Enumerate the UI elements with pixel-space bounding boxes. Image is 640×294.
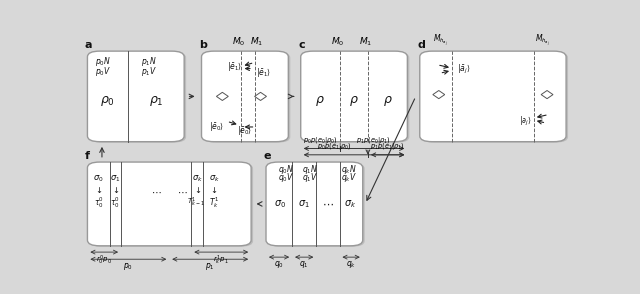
Text: $\cdots$: $\cdots$ [177,186,188,196]
Text: $p_1 V$: $p_1 V$ [141,65,157,78]
Text: $\cdots$: $\cdots$ [322,199,334,209]
Polygon shape [255,92,266,101]
Text: $\sigma_1$: $\sigma_1$ [110,173,120,184]
Text: $r_0^0 p_0$: $r_0^0 p_0$ [96,254,112,267]
Text: $\tau_0^0$: $\tau_0^0$ [93,195,104,210]
Text: $M_1$: $M_1$ [359,35,372,48]
Text: $q_k V$: $q_k V$ [342,171,357,184]
Text: $M_0$: $M_0$ [332,35,345,48]
FancyBboxPatch shape [88,51,184,142]
Text: $\rho$: $\rho$ [383,94,393,108]
Text: $q_0$: $q_0$ [274,259,284,270]
FancyBboxPatch shape [202,51,288,142]
Text: $M_1$: $M_1$ [250,35,263,48]
Text: $\sigma_k$: $\sigma_k$ [191,173,202,184]
Text: $q_1 V$: $q_1 V$ [302,171,318,184]
Text: $M_{h_{a_j}}$: $M_{h_{a_j}}$ [535,32,550,48]
FancyBboxPatch shape [422,52,568,143]
Text: $p_0p(e_0|\rho_0)$: $p_0p(e_0|\rho_0)$ [303,135,338,146]
Text: $\rho_0$: $\rho_0$ [100,94,115,108]
Text: $q_k$: $q_k$ [346,259,356,270]
Text: $\sigma_k$: $\sigma_k$ [344,198,356,210]
Text: $\sigma_k$: $\sigma_k$ [209,173,220,184]
Text: $p_0p(e_1|\rho_0)$: $p_0p(e_1|\rho_0)$ [317,141,352,152]
Text: $p_1p(e_0|\rho_1)$: $p_1p(e_0|\rho_1)$ [356,135,391,146]
Polygon shape [433,91,445,99]
Text: $\downarrow$: $\downarrow$ [193,185,202,195]
FancyBboxPatch shape [204,52,291,143]
Text: $|\partial_j\rangle$: $|\partial_j\rangle$ [519,115,531,128]
Text: $q_0 N$: $q_0 N$ [278,163,294,176]
Text: c: c [298,40,305,50]
Text: $r_k^1 p_1$: $r_k^1 p_1$ [213,254,229,267]
FancyBboxPatch shape [90,163,253,247]
Text: $q_k N$: $q_k N$ [342,163,357,176]
Text: $\sigma_0$: $\sigma_0$ [93,173,104,184]
Text: b: b [199,40,207,50]
Text: $\sigma_0$: $\sigma_0$ [273,198,285,210]
Text: $\tau_0^0$: $\tau_0^0$ [110,195,120,210]
FancyBboxPatch shape [266,162,363,246]
Text: e: e [264,151,271,161]
Text: $|\bar{e}_0\rangle$: $|\bar{e}_0\rangle$ [237,124,253,137]
FancyBboxPatch shape [88,162,251,246]
Text: $M_0$: $M_0$ [232,35,246,48]
Text: $\rho$: $\rho$ [349,94,359,108]
Text: $\downarrow$: $\downarrow$ [111,185,120,195]
Polygon shape [216,92,228,101]
Text: f: f [85,151,90,161]
FancyBboxPatch shape [420,51,566,142]
Text: $p_0$: $p_0$ [124,261,133,272]
Text: $p_1 N$: $p_1 N$ [141,56,157,69]
Text: $q_1 N$: $q_1 N$ [302,163,318,176]
Text: $\rho_1$: $\rho_1$ [148,94,163,108]
Text: $\rho$: $\rho$ [315,94,325,108]
Text: $T_{k-1}^1$: $T_{k-1}^1$ [187,196,204,209]
Text: $|\bar{e}_1\rangle$: $|\bar{e}_1\rangle$ [227,60,242,73]
Text: $p_0 N$: $p_0 N$ [95,56,111,69]
Text: $T_k^1$: $T_k^1$ [209,195,219,210]
Text: $|\bar{a}_j\rangle$: $|\bar{a}_j\rangle$ [457,63,470,76]
FancyBboxPatch shape [90,52,186,143]
Text: $\cdots$: $\cdots$ [151,186,161,196]
Text: d: d [417,40,425,50]
Text: $|\bar{e}_1\rangle$: $|\bar{e}_1\rangle$ [257,66,271,79]
Text: $\downarrow$: $\downarrow$ [94,185,103,195]
Text: $|\bar{e}_0\rangle$: $|\bar{e}_0\rangle$ [209,120,224,133]
FancyBboxPatch shape [303,52,410,143]
Polygon shape [541,91,553,99]
Text: $M_{h_{a_j}}$: $M_{h_{a_j}}$ [433,32,448,48]
Text: $\sigma_1$: $\sigma_1$ [298,198,310,210]
Text: $q_1$: $q_1$ [300,259,309,270]
FancyBboxPatch shape [301,51,408,142]
Text: $q_0 V$: $q_0 V$ [278,171,294,184]
FancyBboxPatch shape [268,163,365,247]
Text: a: a [85,40,92,50]
Text: $\downarrow$: $\downarrow$ [209,185,218,195]
Text: $p_0 V$: $p_0 V$ [95,65,111,78]
Text: $p_1p(e_1|\rho_1)$: $p_1p(e_1|\rho_1)$ [370,141,405,152]
Text: $p_1$: $p_1$ [205,261,215,272]
